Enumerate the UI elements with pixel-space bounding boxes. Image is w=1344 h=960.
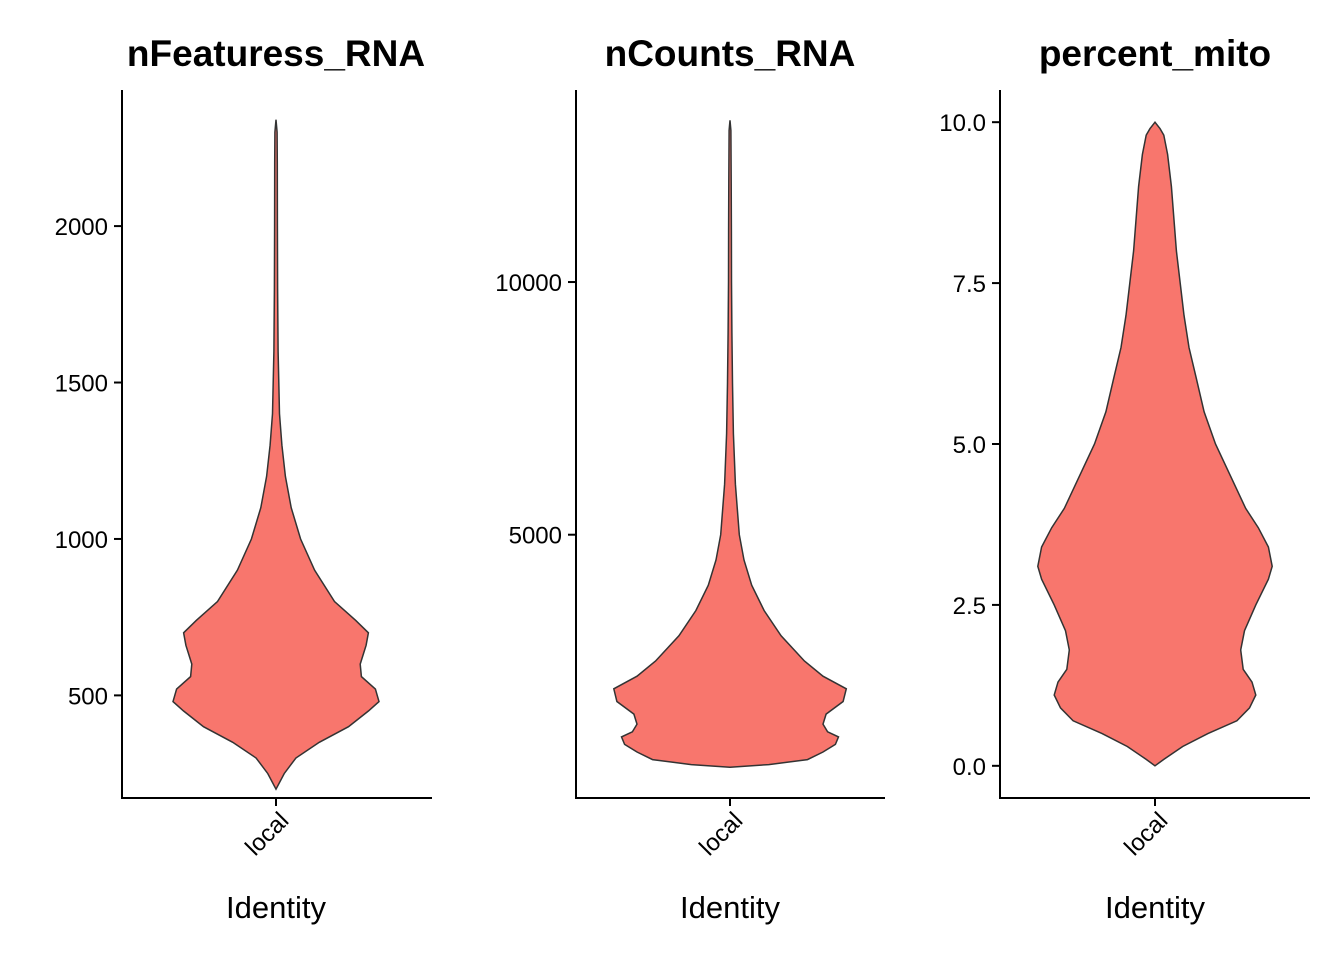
y-tick-label: 500 xyxy=(68,683,108,710)
y-tick-label: 1500 xyxy=(55,371,108,398)
y-tick-label: 2000 xyxy=(55,214,108,241)
panel-title: nCounts_RNA xyxy=(605,33,856,74)
panel-nfeatures: nFeaturess_RNA 500 1000 1500 2000 local Ide… xyxy=(55,33,432,925)
x-axis-title: Identity xyxy=(1105,890,1205,925)
x-tick-label: local xyxy=(1119,807,1173,861)
y-axis-ticks: 500 1000 1500 2000 xyxy=(55,214,122,710)
panel-percent-mito: percent_mito 0.0 2.5 5.0 7.5 10.0 local Iden… xyxy=(939,33,1310,925)
panel-ncounts: nCounts_RNA 5000 10000 local Identity xyxy=(495,33,885,925)
x-tick-label: local xyxy=(240,807,294,861)
y-axis-ticks: 5000 10000 xyxy=(495,270,576,550)
y-tick-label: 5000 xyxy=(509,523,562,550)
y-axis-ticks: 0.0 2.5 5.0 7.5 10.0 xyxy=(939,110,1000,781)
y-tick-label: 0.0 xyxy=(953,754,986,781)
panel-title: nFeaturess_RNA xyxy=(127,33,425,74)
violin-shape xyxy=(172,119,380,791)
x-tick-label: local xyxy=(694,807,748,861)
y-tick-label: 5.0 xyxy=(953,432,986,459)
panel-title: percent_mito xyxy=(1039,33,1271,74)
x-axis-title: Identity xyxy=(226,890,326,925)
y-tick-label: 2.5 xyxy=(953,593,986,620)
y-tick-label: 1000 xyxy=(55,527,108,554)
x-axis-title: Identity xyxy=(680,890,780,925)
y-tick-label: 10000 xyxy=(495,270,562,297)
violin-shape xyxy=(612,120,848,768)
violin-shape xyxy=(1037,120,1273,767)
y-tick-label: 7.5 xyxy=(953,271,986,298)
y-tick-label: 10.0 xyxy=(939,110,986,137)
